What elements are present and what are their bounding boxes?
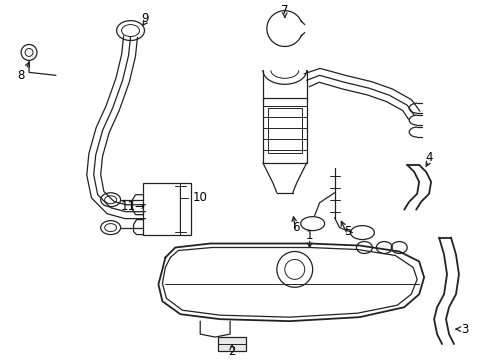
Text: 7: 7 bbox=[281, 4, 288, 17]
Text: 9: 9 bbox=[142, 12, 149, 25]
Bar bbox=[143, 183, 191, 235]
Text: 5: 5 bbox=[343, 225, 350, 238]
Bar bbox=[267, 108, 301, 153]
Text: 4: 4 bbox=[425, 152, 432, 165]
Text: 1: 1 bbox=[305, 229, 313, 242]
Text: 6: 6 bbox=[291, 221, 299, 234]
Text: 2: 2 bbox=[228, 345, 235, 357]
Bar bbox=[218, 337, 245, 351]
Text: 11→: 11→ bbox=[121, 200, 146, 213]
Bar bbox=[263, 98, 306, 163]
Text: 10: 10 bbox=[192, 191, 207, 204]
Text: 8: 8 bbox=[18, 69, 25, 82]
Text: 3: 3 bbox=[460, 323, 468, 336]
